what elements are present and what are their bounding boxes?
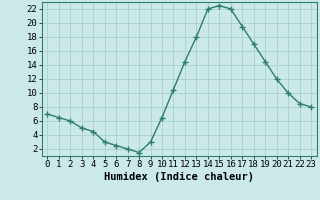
X-axis label: Humidex (Indice chaleur): Humidex (Indice chaleur) [104,172,254,182]
